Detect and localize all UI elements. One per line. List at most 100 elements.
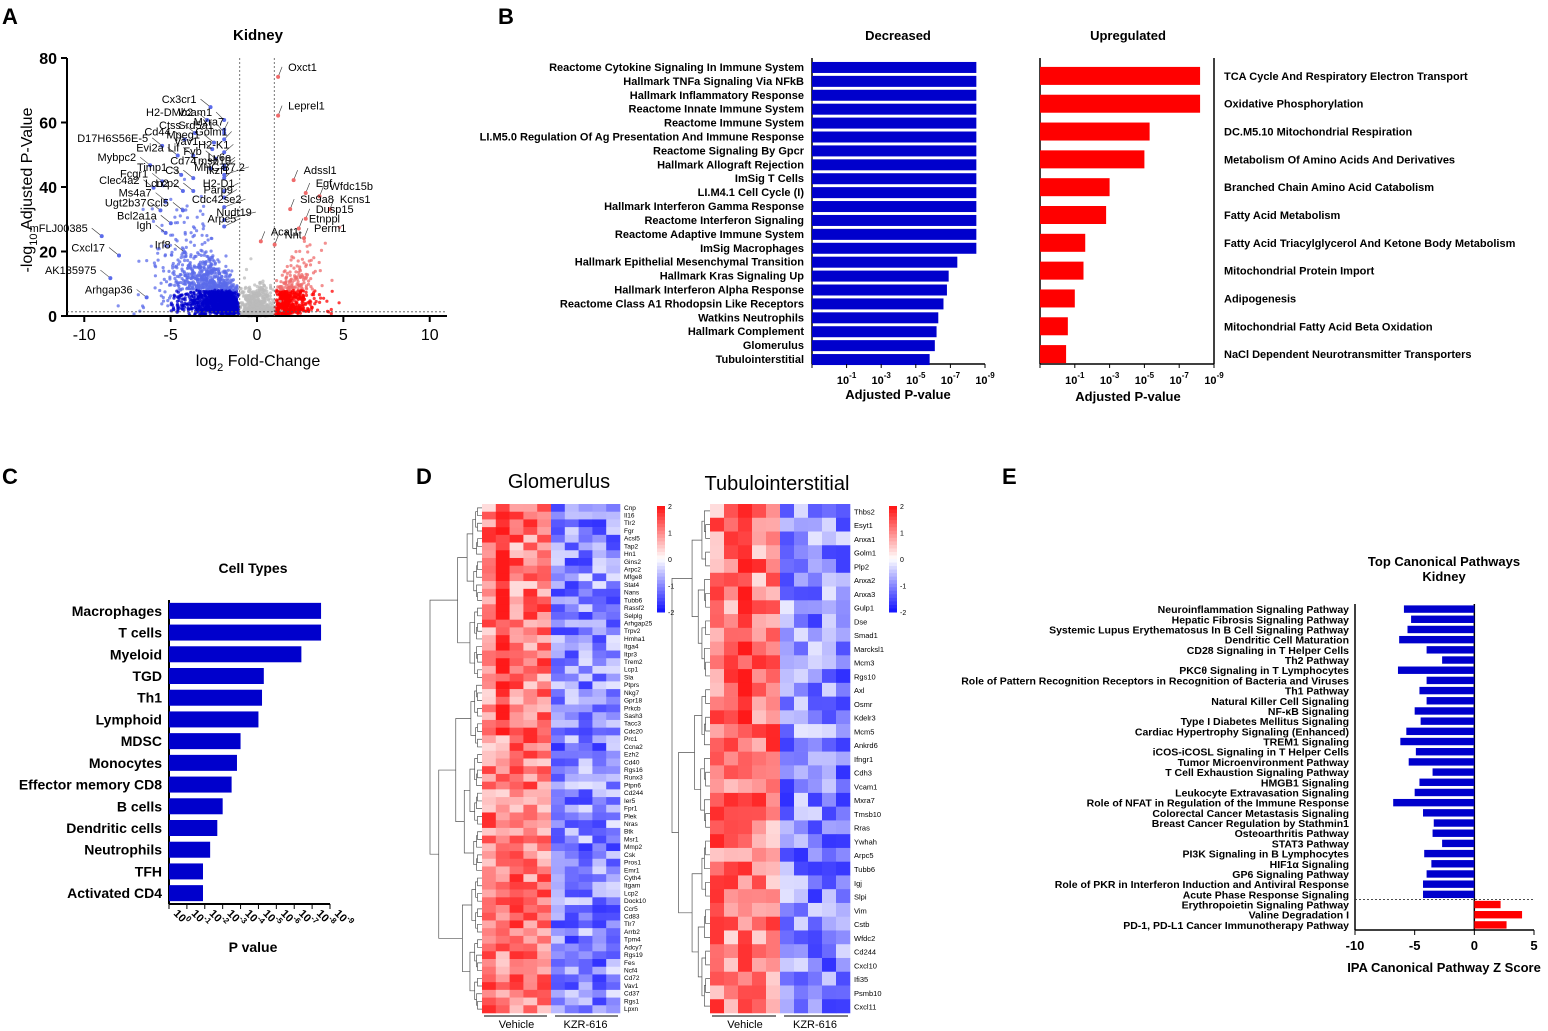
volcano-point bbox=[175, 295, 179, 299]
volcano-point bbox=[263, 292, 267, 296]
volcano-point bbox=[160, 302, 164, 306]
volcano-point bbox=[171, 266, 175, 270]
e-bar bbox=[1426, 646, 1475, 654]
heatmap-cell bbox=[509, 681, 524, 690]
heatmap-cell bbox=[724, 572, 739, 587]
volcano-gene-label: mFLJ00385 bbox=[30, 223, 88, 235]
volcano-point bbox=[184, 292, 188, 296]
volcano-label-leader bbox=[150, 202, 161, 211]
heatmap-cell bbox=[551, 557, 566, 566]
e-pathway-label: CD28 Signaling in T Helper Cells bbox=[1187, 645, 1349, 657]
heatmap-cell bbox=[564, 997, 579, 1006]
dendrogram-branch bbox=[477, 708, 482, 717]
heatmap-cell bbox=[592, 943, 607, 952]
colorbar-segment bbox=[889, 608, 897, 613]
volcano-labeled-point bbox=[222, 130, 227, 135]
heatmap-cell bbox=[724, 944, 739, 959]
heatmap-cell bbox=[578, 866, 593, 875]
colorbar-segment bbox=[889, 530, 897, 535]
heatmap-cell bbox=[606, 974, 621, 983]
heatmap-cell bbox=[592, 851, 607, 860]
panel-c-letter: C bbox=[2, 464, 18, 489]
heatmap-cell bbox=[752, 971, 767, 986]
dendrogram-branch bbox=[705, 813, 710, 828]
panel-a-letter: A bbox=[2, 4, 18, 29]
heatmap-cell bbox=[592, 820, 607, 829]
volcano-label-leader bbox=[151, 137, 163, 147]
heatmap-cell bbox=[482, 658, 497, 667]
heatmap-cell bbox=[592, 565, 607, 574]
heatmap-cell bbox=[523, 719, 538, 728]
heatmap-cell bbox=[780, 517, 795, 532]
heatmap-cell bbox=[836, 614, 851, 629]
dendrogram-branch bbox=[477, 692, 482, 702]
heatmap-cell bbox=[578, 974, 593, 983]
heatmap-cell bbox=[523, 951, 538, 960]
volcano-point bbox=[233, 287, 237, 292]
volcano-point bbox=[196, 295, 201, 299]
volcano-point bbox=[252, 294, 257, 298]
colorbar-segment bbox=[889, 594, 897, 599]
volcano-point bbox=[250, 307, 254, 312]
volcano-y-tick-label: 80 bbox=[39, 51, 57, 68]
heatmap-gene-label: Lcp2 bbox=[624, 890, 638, 897]
volcano-point bbox=[200, 286, 204, 290]
volcano-point bbox=[203, 241, 207, 245]
volcano-point bbox=[167, 269, 171, 273]
volcano-labeled-point bbox=[222, 218, 227, 223]
volcano-point bbox=[180, 269, 184, 273]
heatmap-cell bbox=[606, 781, 621, 790]
volcano-point bbox=[311, 291, 316, 295]
heatmap-cell bbox=[766, 517, 781, 532]
heatmap-cell bbox=[537, 766, 552, 775]
heatmap-cell bbox=[578, 704, 593, 713]
heatmap-cell bbox=[578, 843, 593, 852]
heatmap-cell bbox=[766, 614, 781, 629]
volcano-point bbox=[228, 273, 232, 277]
colorbar-segment bbox=[657, 509, 665, 514]
b-upregulated-bar bbox=[1040, 206, 1107, 224]
heatmap-cell bbox=[482, 912, 497, 921]
volcano-point bbox=[221, 290, 225, 294]
heatmap-cell bbox=[578, 820, 593, 829]
heatmap-cell bbox=[738, 559, 753, 574]
e-pathway-label: Dendritic Cell Maturation bbox=[1225, 635, 1349, 647]
e-bar bbox=[1424, 849, 1475, 858]
heatmap-cell bbox=[766, 999, 781, 1014]
heatmap-cell bbox=[724, 586, 739, 601]
heatmap-cell bbox=[592, 519, 607, 528]
heatmap-cell bbox=[551, 719, 566, 728]
heatmap-cell bbox=[523, 889, 538, 898]
heatmap-gene-label: Runx3 bbox=[624, 775, 643, 782]
volcano-point bbox=[200, 233, 204, 237]
e-pathway-label: Natural Killer Cell Signaling bbox=[1211, 696, 1349, 708]
heatmap-cell bbox=[523, 827, 538, 836]
heatmap-cell bbox=[606, 905, 621, 914]
heatmap-cell bbox=[808, 559, 823, 574]
volcano-point bbox=[163, 244, 167, 248]
heatmap-cell bbox=[523, 604, 538, 613]
heatmap-cell bbox=[523, 689, 538, 698]
heatmap-cell bbox=[780, 751, 795, 766]
heatmap-cell bbox=[537, 673, 552, 682]
volcano-point bbox=[262, 283, 266, 288]
colorbar-segment bbox=[889, 562, 897, 567]
volcano-point bbox=[223, 299, 227, 303]
b-upregulated-label: Mitochondrial Protein Import bbox=[1224, 266, 1375, 278]
heatmap-cell bbox=[752, 517, 767, 532]
volcano-point bbox=[141, 207, 145, 211]
heatmap-cell bbox=[808, 902, 823, 918]
heatmap-cell bbox=[495, 704, 510, 713]
heatmap-gene-label: Dock10 bbox=[624, 898, 646, 905]
panel-b-right-xlabel: Adjusted P-value bbox=[1075, 389, 1180, 404]
heatmap-gene-label: Cd40 bbox=[624, 759, 640, 766]
heatmap-cell bbox=[738, 847, 753, 862]
volcano-point bbox=[213, 288, 217, 292]
heatmap-cell bbox=[710, 971, 725, 986]
heatmap-cell bbox=[592, 712, 607, 721]
volcano-point bbox=[163, 290, 167, 294]
heatmap-cell bbox=[578, 619, 593, 628]
e-pathway-label: Th2 Pathway bbox=[1285, 655, 1349, 667]
heatmap-gene-label: Cnp bbox=[624, 505, 636, 512]
